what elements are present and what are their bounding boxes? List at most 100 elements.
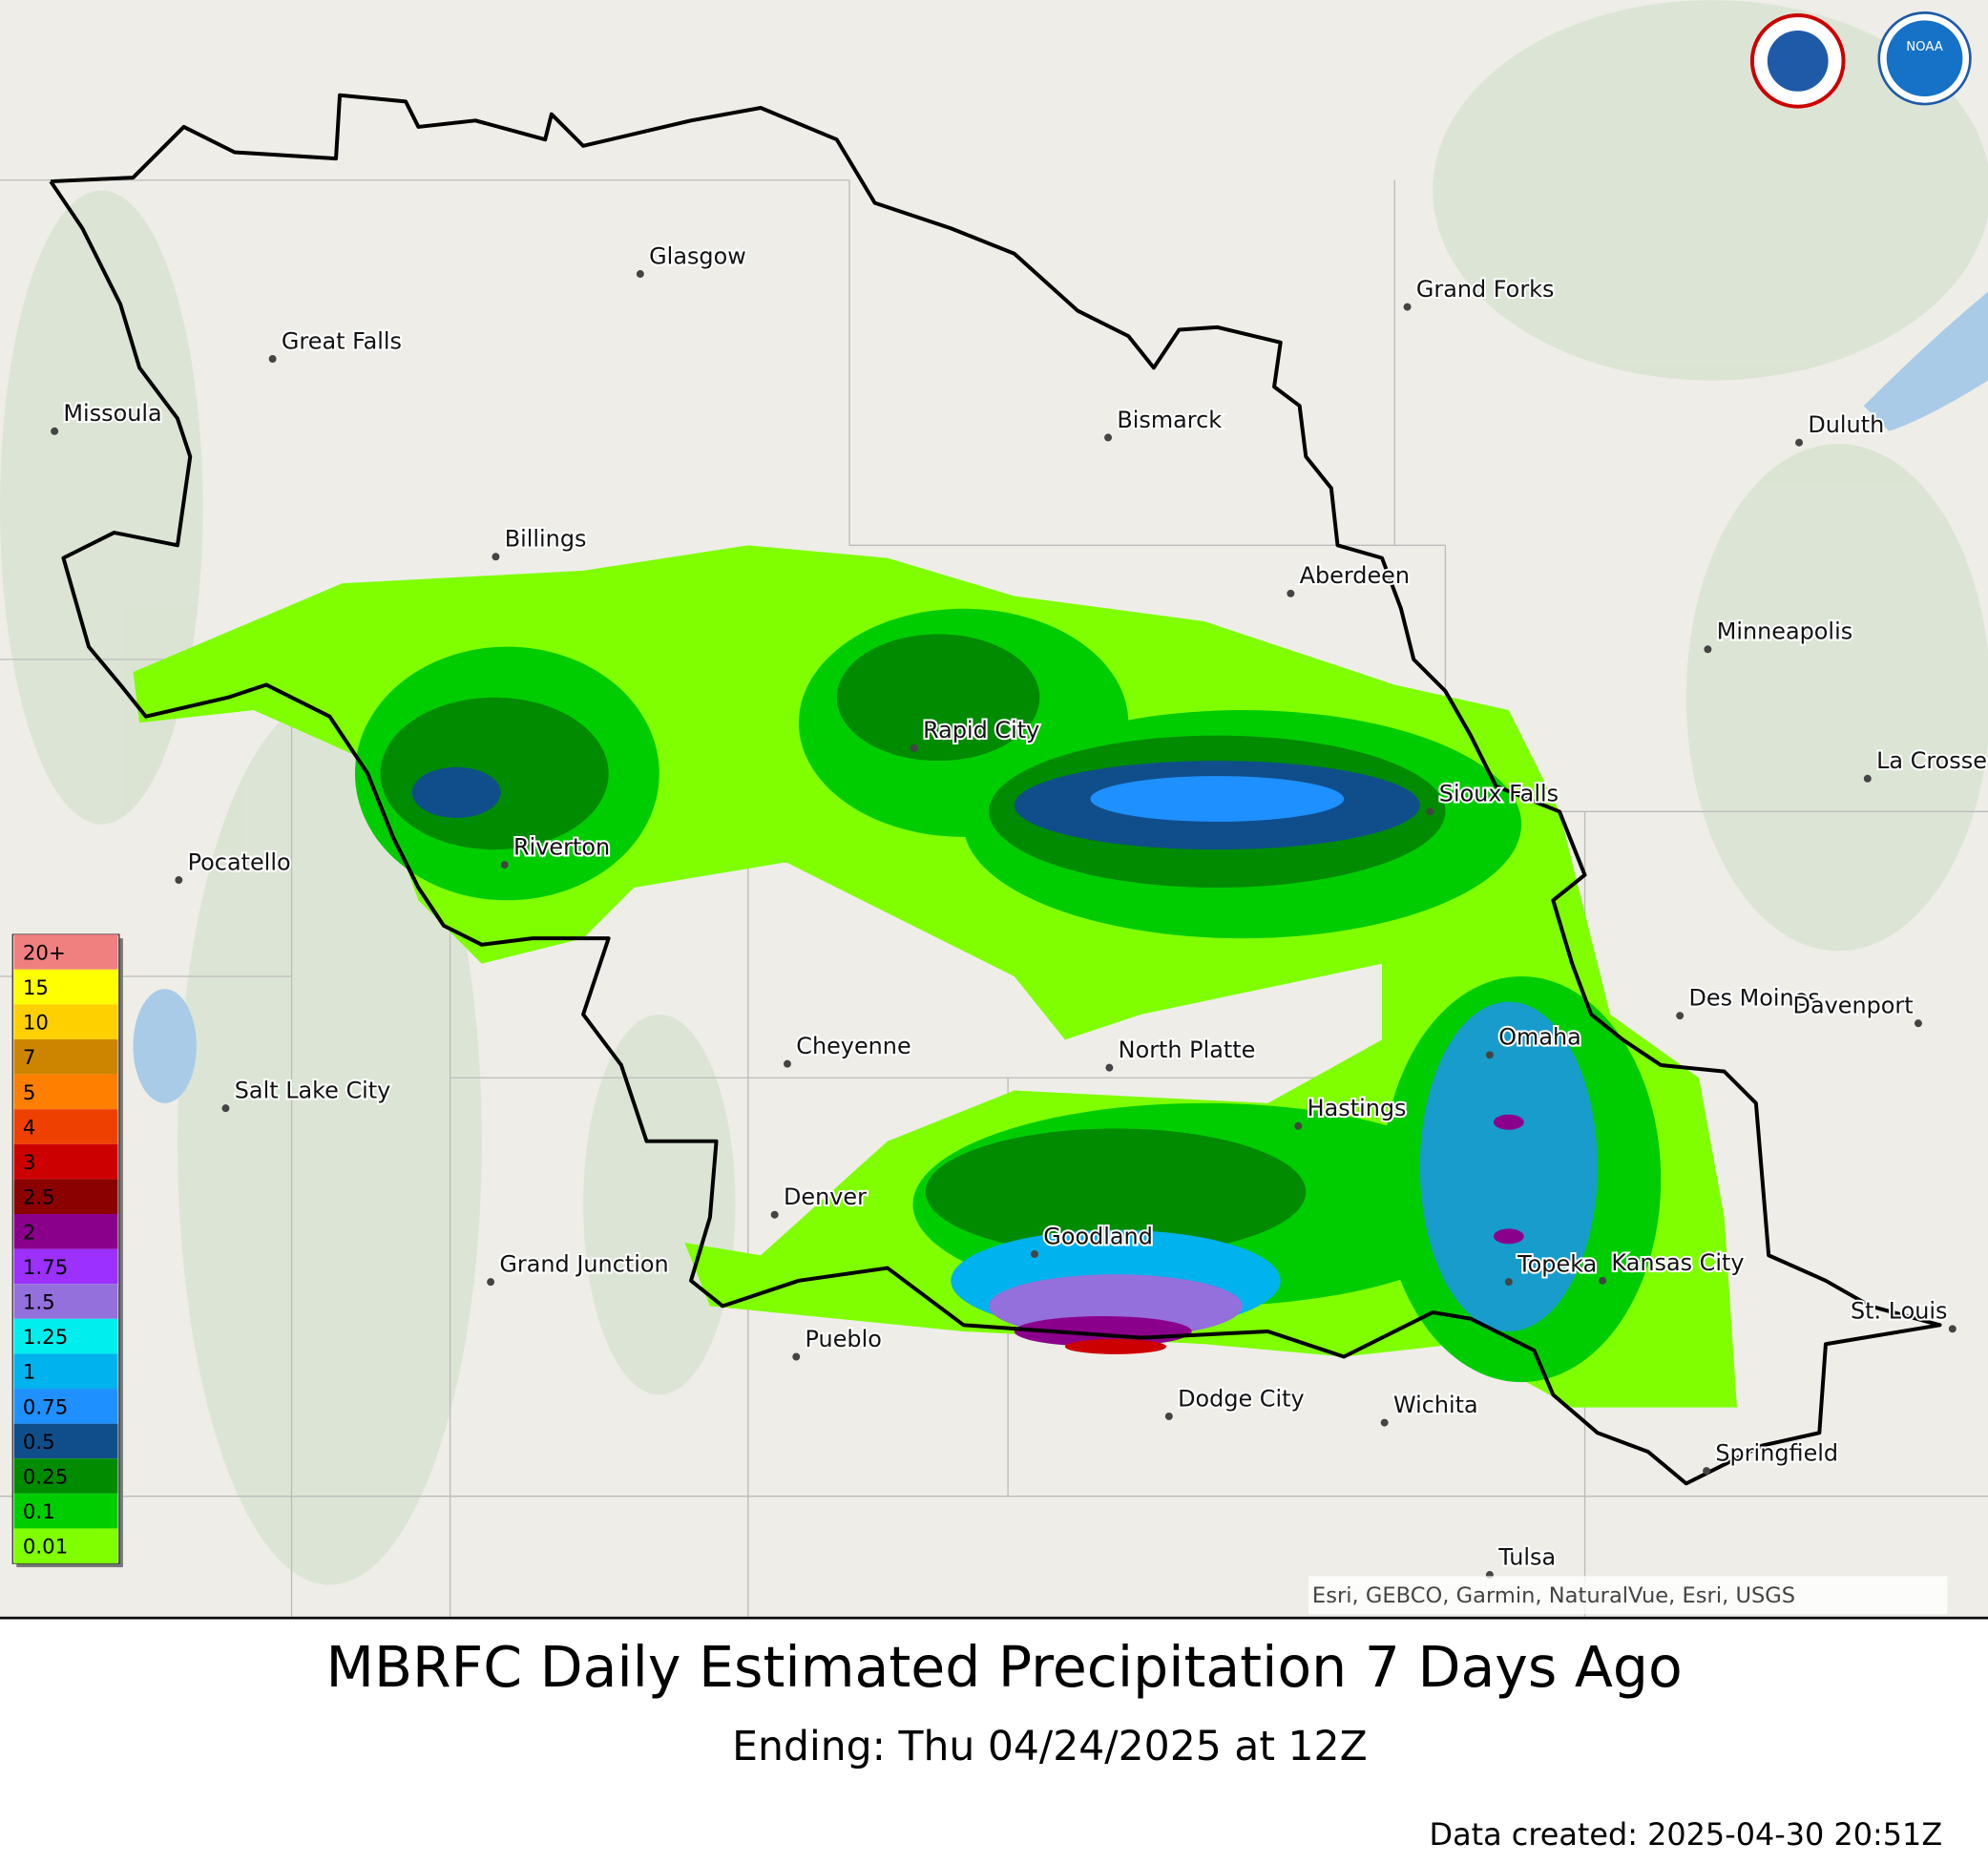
city-dot — [268, 355, 277, 364]
legend-label: 0.01 — [23, 1536, 68, 1560]
legend-swatch — [13, 1389, 118, 1424]
city-label: Glasgow — [649, 242, 746, 269]
map-border — [0, 1616, 1988, 1620]
city-dot — [175, 876, 183, 885]
data-created: Data created: 2025-04-30 20:51Z — [1430, 1816, 1943, 1853]
legend-swatch — [13, 1353, 118, 1390]
legend-label: 4 — [23, 1116, 36, 1140]
legend-swatch — [13, 1284, 118, 1319]
legend-swatch — [13, 1143, 118, 1180]
city-label: Goodland — [1043, 1223, 1153, 1249]
city-label: Pocatello — [188, 848, 291, 875]
city-label: Omaha — [1498, 1024, 1581, 1051]
city-dot — [1485, 1051, 1494, 1059]
legend-swatch — [13, 1528, 118, 1564]
city-dot — [1795, 438, 1804, 447]
legend-label: 2.5 — [23, 1186, 55, 1210]
city-label: Denver — [784, 1183, 867, 1210]
city-dot — [636, 270, 644, 279]
city-dot — [910, 744, 918, 752]
city-label: Aberdeen — [1300, 562, 1410, 589]
legend-swatch — [13, 1004, 118, 1039]
legend-swatch — [13, 1423, 118, 1459]
legend-label: 1 — [23, 1361, 36, 1385]
city-label: Wichita — [1393, 1392, 1478, 1418]
legend-swatch — [13, 1074, 118, 1110]
city-dot — [1676, 1012, 1685, 1020]
city-label: Riverton — [513, 833, 610, 860]
legend-label: 1.5 — [23, 1290, 55, 1314]
city-dot — [1948, 1325, 1957, 1333]
legend-swatch — [13, 1493, 118, 1529]
subtitle: Ending: Thu 04/24/2025 at 12Z — [732, 1724, 1368, 1770]
legend: 20+ 15 10 7 5 4 3 2.5 2 1.75 1.5 1.25 1 0.75 0.5 0.25 0.… — [11, 933, 123, 1568]
legend-label: 3 — [23, 1151, 36, 1175]
city-dot — [1863, 774, 1872, 783]
legend-swatch — [13, 1214, 118, 1249]
title: MBRFC Daily Estimated Precipitation 7 Da… — [326, 1635, 1683, 1700]
city-label: St. Louis — [1851, 1298, 1948, 1325]
legend-label: 1.25 — [23, 1326, 68, 1350]
city-layer: Glasgow Great Falls Missoula Bismarck Grand … — [51, 241, 1988, 1580]
legend-label: 0.5 — [23, 1431, 55, 1455]
city-dot — [1287, 589, 1295, 597]
city-dot — [1703, 1467, 1711, 1476]
city-dot — [51, 427, 59, 435]
city-label: Hastings — [1308, 1095, 1407, 1121]
legend-label: 0.75 — [23, 1395, 68, 1419]
legend-swatch — [13, 1318, 118, 1354]
city-label: Grand Forks — [1416, 276, 1555, 303]
city-label: Salt Lake City — [235, 1078, 391, 1104]
city-dot — [221, 1104, 230, 1113]
city-dot — [1031, 1249, 1038, 1258]
great-salt-lake — [133, 989, 197, 1103]
legend-swatch — [13, 1179, 118, 1215]
city-label: Kansas City — [1611, 1249, 1744, 1276]
city-label: Topeka — [1517, 1251, 1597, 1278]
city-label: Davenport — [1793, 993, 1914, 1019]
attribution-bg — [1308, 1576, 1948, 1615]
legend-swatch — [13, 934, 118, 970]
city-dot — [1599, 1276, 1607, 1285]
attribution: Esri, GEBCO, Garmin, NaturalVue, Esri, U… — [1312, 1583, 1795, 1608]
city-label: Tulsa — [1497, 1543, 1556, 1570]
city-label: Cheyenne — [796, 1033, 910, 1059]
basin-boundary — [49, 93, 1942, 1486]
legend-swatch — [13, 1458, 118, 1494]
city-dot — [792, 1352, 801, 1361]
legend-label: 5 — [23, 1081, 36, 1105]
city-label: Sioux Falls — [1439, 781, 1559, 807]
legend-label: 1.75 — [23, 1256, 68, 1280]
city-dot — [492, 553, 500, 561]
city-dot — [1164, 1412, 1173, 1420]
legend-label: 0.25 — [23, 1466, 68, 1490]
legend-label: 0.1 — [23, 1500, 55, 1524]
city-dot — [1504, 1278, 1513, 1287]
city-dot — [500, 861, 509, 869]
city-label: Minneapolis — [1717, 618, 1852, 645]
city-dot — [1380, 1418, 1389, 1427]
city-dot — [1426, 807, 1434, 816]
city-label: Des Moines — [1688, 985, 1819, 1012]
legend-swatch — [13, 1109, 118, 1144]
city-label: Dodge City — [1178, 1385, 1305, 1412]
city-label: Pueblo — [806, 1326, 882, 1352]
city-dot — [1104, 433, 1113, 442]
city-dot — [783, 1059, 791, 1068]
legend-label: 15 — [23, 976, 49, 1000]
noaa-logo-text: NOAA — [1906, 40, 1943, 54]
logos: NOAA — [1749, 11, 1972, 109]
legend-swatch — [13, 1038, 118, 1075]
city-label: Billings — [505, 526, 587, 553]
legend-label: 20+ — [23, 941, 66, 965]
city-dot — [1914, 1019, 1922, 1028]
city-label: Great Falls — [282, 327, 402, 354]
lake-superior — [1863, 291, 1988, 431]
city-label: North Platte — [1119, 1037, 1256, 1063]
legend-swatch — [13, 969, 118, 1005]
city-label: Rapid City — [923, 717, 1039, 744]
city-dot — [1403, 303, 1412, 311]
city-dot — [1105, 1063, 1114, 1072]
